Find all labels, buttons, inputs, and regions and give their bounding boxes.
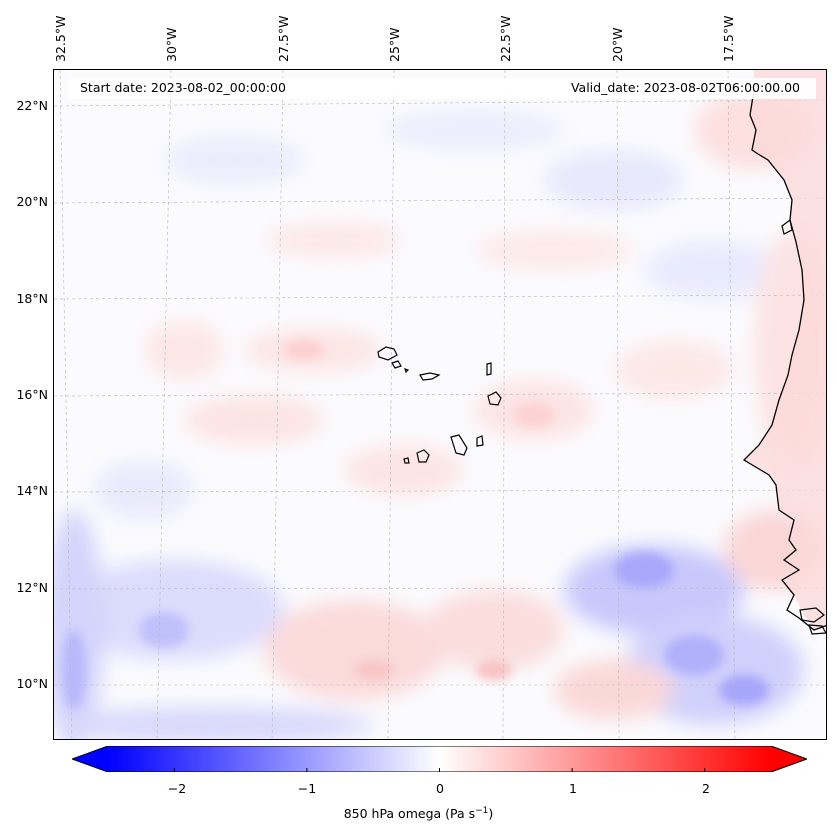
- island-sao-nicolau: [419, 372, 441, 381]
- colorbar-tick-minus1: −1: [297, 781, 317, 796]
- cape-verde-islands: [377, 346, 502, 464]
- colorbar-label-unit-exponent: −1: [475, 806, 489, 816]
- lon-label-27-5w: 27.5°W: [276, 15, 291, 62]
- lat-label-22n: 22°N: [16, 98, 48, 113]
- island-santa-luzia: [404, 368, 410, 374]
- lon-label-25w: 25°W: [387, 27, 402, 62]
- colorbar-tick-2: 2: [702, 781, 710, 796]
- graticule: [54, 70, 826, 739]
- lat-label-20n: 20°N: [16, 194, 48, 209]
- colorbar-gradient: [108, 746, 771, 772]
- lon-label-30w: 30°W: [164, 27, 179, 62]
- lon-label-22-5w: 22.5°W: [498, 15, 513, 62]
- lon-label-32-5w: 32.5°W: [53, 15, 68, 62]
- lon-label-17-5w: 17.5°W: [721, 15, 736, 62]
- coastline-outline: [742, 89, 826, 631]
- island-sao-vicente: [391, 360, 402, 369]
- colorbar-tick-0: 0: [436, 781, 444, 796]
- coastline-bijagos-2: [808, 624, 826, 635]
- island-santo-antao: [377, 346, 398, 361]
- map-panel: Start date: 2023-08-02_00:00:00 Valid_da…: [53, 69, 827, 740]
- coastline-africa: [744, 70, 826, 630]
- omega-field-detail: [62, 340, 769, 710]
- island-fogo: [416, 449, 430, 463]
- colorbar: [72, 746, 807, 772]
- date-header-background: [68, 78, 816, 99]
- lat-label-14n: 14°N: [16, 483, 48, 498]
- colorbar-label: 850 hPa omega (Pa s−1): [0, 806, 837, 821]
- colorbar-label-text: 850 hPa omega (Pa s: [343, 806, 476, 822]
- lat-label-18n: 18°N: [16, 291, 48, 306]
- start-date-label: Start date: 2023-08-02_00:00:00: [80, 80, 286, 95]
- island-sal: [486, 362, 492, 376]
- lon-label-20w: 20°W: [610, 27, 625, 62]
- colorbar-tick-1: 1: [569, 781, 577, 796]
- colorbar-label-close: ): [488, 806, 494, 822]
- lat-label-12n: 12°N: [16, 580, 48, 595]
- coastline-bijagos-1: [799, 607, 825, 623]
- island-boa-vista: [487, 391, 502, 406]
- lat-label-10n: 10°N: [16, 676, 48, 691]
- omega-field-map: [54, 70, 826, 739]
- island-brava: [403, 457, 410, 464]
- colorbar-tick-minus2: −2: [167, 781, 187, 796]
- colorbar-extend-max: [771, 746, 807, 772]
- island-santiago: [450, 434, 468, 456]
- coastline-inlet: [781, 218, 793, 235]
- island-maio: [476, 435, 484, 447]
- valid-date-label: Valid_date: 2023-08-02T06:00:00.00: [570, 80, 800, 95]
- lat-label-16n: 16°N: [16, 387, 48, 402]
- colorbar-extend-min: [72, 746, 108, 772]
